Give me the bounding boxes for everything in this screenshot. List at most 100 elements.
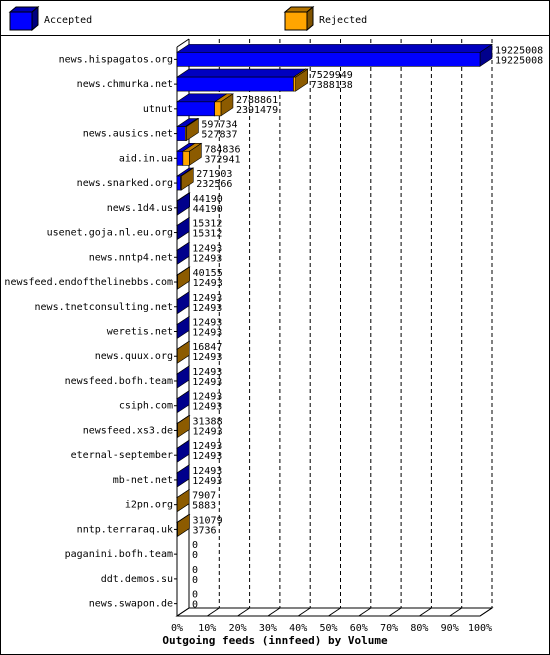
value-label-offered: 12493 (192, 466, 222, 477)
tick-mark (207, 607, 220, 617)
value-label-offered: 40155 (193, 268, 223, 279)
legend-label: Rejected (319, 15, 367, 26)
value-label-accepted: 5883 (192, 501, 216, 512)
value-label-accepted: 0 (192, 575, 198, 586)
tick-mark (297, 607, 311, 617)
value-label-offered: 31079 (192, 515, 222, 526)
value-label-offered: 0 (192, 540, 198, 551)
bar (182, 151, 190, 166)
y-tick-label: news.hispagatos.org (59, 54, 173, 65)
y-tick-label: news.quux.org (95, 351, 173, 362)
x-tick-label: 40% (289, 623, 307, 634)
y-tick-label: nntp.terraraq.uk (77, 524, 173, 535)
y-tick-label: paganini.bofh.team (65, 549, 173, 560)
y-tick-label: csiph.com (119, 401, 173, 412)
value-label-accepted: 12493 (192, 303, 222, 314)
value-label-offered: 271903 (196, 169, 232, 180)
value-label-offered: 12493 (192, 293, 222, 304)
tick-mark (419, 607, 432, 617)
x-tick-label: 70% (380, 623, 398, 634)
x-tick-label: 80% (410, 623, 428, 634)
bar-top (176, 44, 493, 53)
x-tick-label: 90% (441, 623, 459, 634)
value-label-offered: 0 (192, 590, 198, 601)
x-tick-label: 100% (468, 623, 492, 634)
x-tick-label: 50% (319, 623, 337, 634)
bar (293, 76, 296, 92)
y-tick-label: news.nntp4.net (89, 252, 173, 263)
bar (180, 175, 182, 191)
value-label-accepted: 3736 (192, 525, 216, 536)
value-label-accepted: 527837 (201, 130, 237, 141)
y-tick-label: newsfeed.xs3.de (83, 425, 173, 436)
value-label-accepted: 372941 (204, 154, 240, 165)
value-label-offered: 2788861 (236, 95, 278, 106)
y-tick-label: aid.in.ua (119, 153, 173, 164)
legend-label: Accepted (44, 15, 92, 26)
value-label-accepted: 12493 (192, 352, 222, 363)
x-tick-label: 60% (350, 623, 368, 634)
y-tick-label: weretis.net (107, 327, 173, 338)
value-label-accepted: 12493 (192, 402, 222, 413)
tick-mark (388, 607, 402, 617)
value-label-offered: 12493 (192, 441, 222, 452)
tick-mark (328, 607, 341, 617)
y-tick-label: newsfeed.bofh.team (65, 376, 173, 387)
value-label-accepted: 12493 (192, 377, 222, 388)
y-tick-label: eternal-september (71, 450, 173, 461)
value-label-accepted: 0 (192, 600, 198, 611)
value-label-offered: 12493 (192, 243, 222, 254)
value-label-accepted: 12493 (192, 476, 222, 487)
value-label-offered: 597734 (201, 120, 237, 131)
value-label-offered: 16847 (192, 342, 222, 353)
bar (176, 76, 294, 92)
tick-mark (479, 607, 493, 617)
x-tick-label: 20% (229, 623, 247, 634)
value-label-accepted: 12493 (192, 426, 222, 437)
bar (176, 175, 181, 191)
value-label-accepted: 12493 (192, 253, 222, 264)
value-label-offered: 12493 (192, 318, 222, 329)
value-label-offered: 0 (192, 565, 198, 576)
bar (176, 126, 186, 141)
y-tick-label: news.snarked.org (77, 178, 173, 189)
value-label-offered: 19225008 (495, 45, 543, 56)
bar (185, 126, 187, 141)
y-tick-label: utnut (143, 104, 173, 115)
y-tick-label: ddt.demos.su (101, 574, 173, 585)
y-tick-label: newsfeed.endofthelinebbs.com (4, 277, 173, 288)
value-label-accepted: 12493 (192, 451, 222, 462)
y-tick-label: news.chmurka.net (77, 79, 173, 90)
value-label-offered: 12493 (192, 392, 222, 403)
tick-mark (358, 607, 372, 617)
x-axis-title: Outgoing feeds (innfeed) by Volume (162, 634, 388, 647)
x-tick-label: 30% (259, 623, 277, 634)
y-tick-label: mb-net.net (113, 475, 173, 486)
tick-mark (449, 607, 462, 617)
y-tick-label: i2pn.org (125, 500, 173, 511)
bar (176, 52, 481, 67)
tick-mark (237, 607, 250, 617)
value-label-accepted: 44190 (193, 204, 223, 215)
value-label-offered: 7907 (192, 491, 216, 502)
x-tick-label: 10% (198, 623, 216, 634)
value-label-offered: 31388 (192, 416, 222, 427)
axis-top (176, 38, 190, 48)
bar-top (176, 68, 307, 78)
value-label-accepted: 19225008 (495, 55, 543, 66)
value-label-offered: 12493 (192, 367, 222, 378)
legend-swatch (9, 11, 33, 31)
y-tick-label: news.1d4.us (107, 203, 173, 214)
value-label-accepted: 12493 (192, 328, 222, 339)
legend-swatch (284, 11, 308, 31)
x-tick-label: 0% (171, 623, 183, 634)
value-label-offered: 44190 (193, 194, 223, 205)
value-label-accepted: 12493 (193, 278, 223, 289)
value-label-accepted: 15312 (192, 229, 222, 240)
bar (214, 101, 222, 117)
value-label-accepted: 7388138 (311, 80, 353, 91)
value-label-accepted: 0 (192, 550, 198, 561)
value-label-accepted: 232566 (196, 179, 232, 190)
